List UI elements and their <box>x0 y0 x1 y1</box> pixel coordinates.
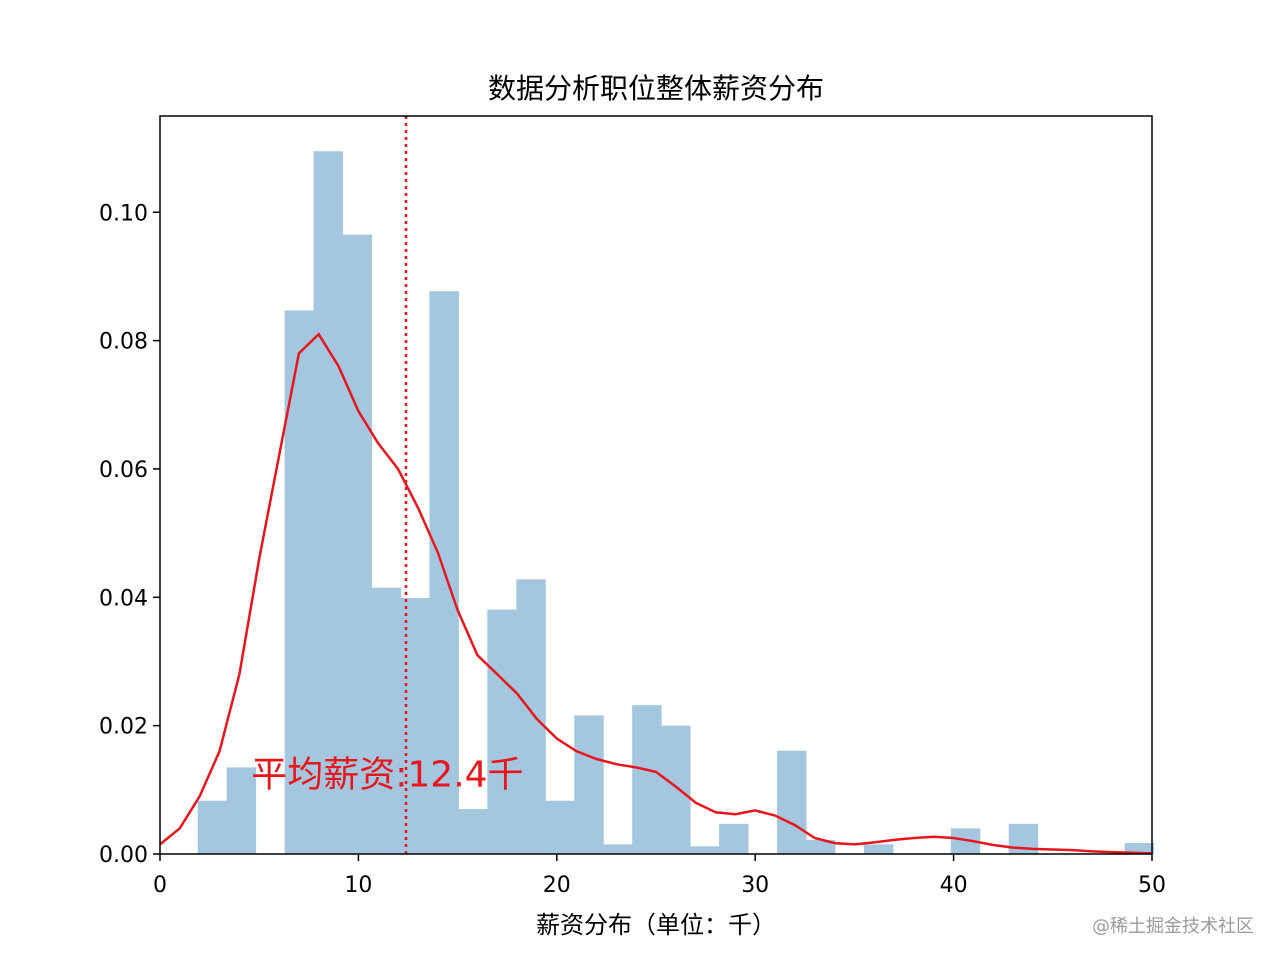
histogram-bar-4 <box>313 151 344 854</box>
x-axis-label: 薪资分布（单位：千） <box>536 911 776 939</box>
histogram-bar-18 <box>719 823 749 854</box>
histogram-bar-23 <box>863 844 894 854</box>
histogram-bar-21 <box>805 839 836 854</box>
histogram-bar-13 <box>574 715 604 854</box>
x-tick-label-1: 10 <box>344 873 372 898</box>
histogram-bar-12 <box>545 800 575 854</box>
axes-frame <box>159 115 1153 855</box>
chart-title: 数据分析职位整体薪资分布 <box>488 72 824 105</box>
x-tick-label-5: 50 <box>1138 873 1166 898</box>
x-tick-label-4: 40 <box>940 873 968 898</box>
y-tick-label-0: 0.00 <box>99 843 148 868</box>
y-tick-label-5: 0.10 <box>99 201 148 226</box>
histogram-bar-17 <box>690 846 720 854</box>
histogram-bar-5 <box>342 234 372 854</box>
histogram-bar-10 <box>487 609 517 854</box>
x-tick-label-3: 30 <box>741 873 769 898</box>
watermark-text: @稀土掘金技术社区 <box>1092 916 1254 937</box>
histogram-bar-0 <box>197 800 228 854</box>
y-tick-label-2: 0.04 <box>99 586 148 611</box>
histogram-bar-9 <box>458 809 488 854</box>
y-tick-label-1: 0.02 <box>99 715 148 740</box>
plot-area: 平均薪资:12.4千 0 10 20 30 40 50 0.00 0.02 0.04 0.06 0.0… <box>99 115 1166 898</box>
histogram-bar-15 <box>632 705 662 854</box>
histogram-bar-32 <box>1124 843 1155 854</box>
kde-line <box>159 332 1153 855</box>
histogram-bar-11 <box>516 579 546 854</box>
histogram-bar-20 <box>777 750 807 854</box>
histogram-bar-1 <box>226 767 257 854</box>
histogram-bar-14 <box>603 844 633 854</box>
y-tick-label-3: 0.06 <box>99 458 148 483</box>
x-tick-label-2: 20 <box>543 873 571 898</box>
mean-annotation: 平均薪资:12.4千 <box>251 755 523 796</box>
y-tick-label-4: 0.08 <box>99 330 148 355</box>
histogram-bar-6 <box>371 587 401 854</box>
histogram-bar-16 <box>661 725 691 854</box>
x-tick-label-0: 0 <box>153 873 167 898</box>
